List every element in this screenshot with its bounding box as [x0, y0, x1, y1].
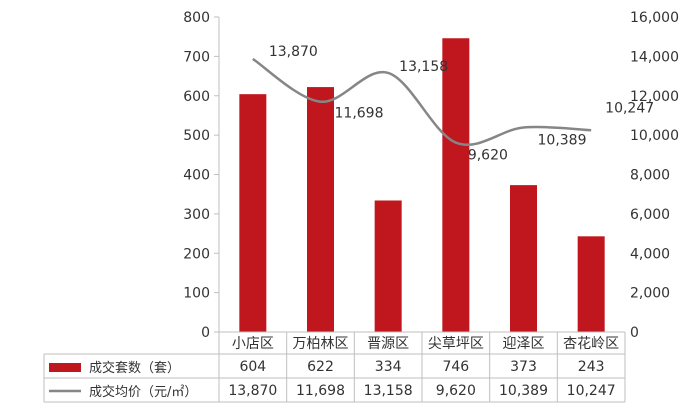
line-data-label: 9,620: [468, 148, 508, 164]
line-data-label: 13,870: [269, 44, 318, 60]
line-data-label: 11,698: [335, 106, 384, 122]
legend-swatch-bar: [49, 363, 81, 372]
y-right-tick-label: 0: [630, 325, 639, 341]
x-tick-label: 万柏林区: [293, 336, 349, 352]
y-right-tick-label: 10,000: [630, 128, 679, 144]
series-line: [252, 57, 592, 146]
legend-label-line: 成交均价（元/㎡）: [89, 384, 197, 400]
bar: [510, 185, 537, 332]
legend-label-bar: 成交套数（套）: [89, 360, 180, 376]
bar: [442, 38, 470, 332]
table-cell-bar-value: 243: [578, 359, 605, 375]
bar: [239, 94, 267, 332]
y-right-tick-label: 8,000: [630, 168, 670, 184]
y-left-tick-label: 800: [183, 10, 210, 26]
bar: [374, 200, 402, 332]
y-right-tick-label: 2,000: [630, 286, 670, 302]
y-right-tick-label: 12,000: [630, 89, 679, 105]
y-left-tick-label: 400: [183, 168, 210, 184]
table-cell-bar-value: 622: [307, 359, 334, 375]
x-tick-label: 尖草坪区: [428, 336, 484, 352]
table-cell-bar-value: 334: [375, 359, 402, 375]
x-tick-label: 晋源区: [367, 336, 409, 352]
line-data-label: 10,247: [605, 100, 654, 116]
line-data-label: 13,158: [399, 59, 448, 75]
table-cell-line-value: 10,389: [499, 383, 548, 399]
y-right-tick-label: 16,000: [630, 10, 679, 26]
table-cell-bar-value: 604: [239, 359, 266, 375]
table-cell-bar-value: 373: [510, 359, 537, 375]
y-left-tick-label: 100: [183, 286, 210, 302]
x-tick-label: 迎泽区: [503, 336, 545, 352]
table-cell-bar-value: 746: [442, 359, 469, 375]
y-left-tick-label: 0: [201, 325, 210, 341]
y-right-tick-label: 6,000: [630, 207, 670, 223]
line-data-label: 10,389: [538, 132, 587, 148]
y-left-tick-label: 300: [183, 207, 210, 223]
y-left-tick-label: 600: [183, 89, 210, 105]
x-tick-label: 杏花岭区: [563, 336, 619, 352]
table-cell-line-value: 13,158: [364, 383, 413, 399]
x-tick-label: 小店区: [232, 336, 274, 352]
table-cell-line-value: 11,698: [296, 383, 345, 399]
bar: [307, 87, 334, 333]
y-left-tick-label: 500: [183, 128, 210, 144]
table-cell-line-value: 13,870: [228, 383, 277, 399]
table-cell-line-value: 10,247: [567, 383, 616, 399]
y-left-tick-label: 200: [183, 246, 210, 262]
y-left-tick-label: 700: [183, 49, 210, 65]
y-right-tick-label: 4,000: [630, 246, 670, 262]
table-cell-line-value: 9,620: [436, 383, 476, 399]
y-right-tick-label: 14,000: [630, 49, 679, 65]
bar: [577, 236, 605, 332]
